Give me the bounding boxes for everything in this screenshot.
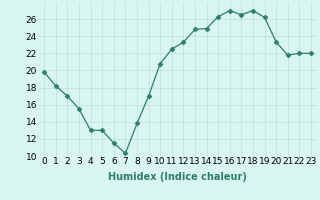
X-axis label: Humidex (Indice chaleur): Humidex (Indice chaleur) xyxy=(108,172,247,182)
